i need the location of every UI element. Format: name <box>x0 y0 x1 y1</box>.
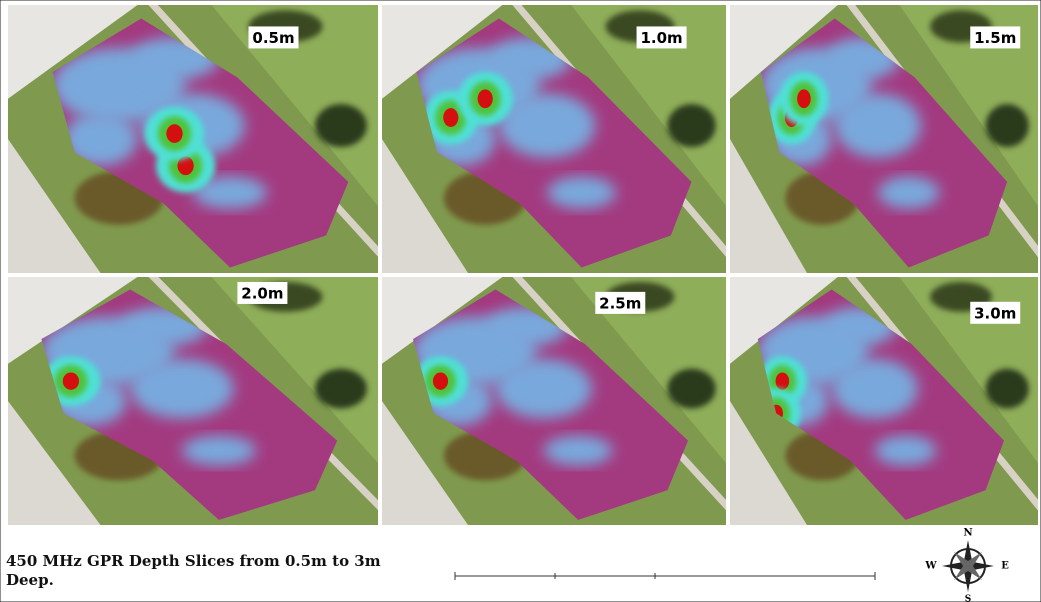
caption: 450 MHz GPR Depth Slices from 0.5m to 3m… <box>6 552 386 590</box>
low-amplitude <box>878 177 940 209</box>
tree <box>668 104 716 147</box>
depth-slice-panel: 2.0m <box>8 272 385 525</box>
panel-content <box>8 272 385 525</box>
low-amplitude <box>547 177 616 209</box>
peak-amplitude <box>443 108 458 127</box>
tree <box>986 369 1029 409</box>
tree <box>315 369 367 409</box>
low-amplitude <box>130 359 234 419</box>
panel-content <box>8 0 385 273</box>
depth-label: 1.5m <box>974 29 1016 47</box>
depth-slice-panel: 0.5m <box>8 0 385 273</box>
depth-slice-panel: 2.5m <box>382 272 733 525</box>
depth-label: 2.0m <box>241 284 283 302</box>
low-amplitude <box>499 93 595 157</box>
peak-amplitude <box>797 89 811 108</box>
depth-label: 0.5m <box>252 29 294 47</box>
tree <box>315 104 367 147</box>
figure-graphics: N W E S 0.5m 1.0m 1.5m 2.0m 2.5m 3.0m <box>0 0 1041 602</box>
depth-label: 2.5m <box>599 294 641 312</box>
low-amplitude <box>875 436 937 466</box>
low-amplitude <box>835 93 921 157</box>
peak-amplitude <box>478 89 493 108</box>
depth-slice-panel: 1.5m <box>730 0 1041 273</box>
depth-label: 3.0m <box>974 304 1016 322</box>
figure: N W E S 0.5m 1.0m 1.5m 2.0m 2.5m 3.0m 450 MHz… <box>0 0 1041 602</box>
low-amplitude <box>496 359 592 419</box>
peak-amplitude <box>166 124 182 143</box>
compass-e: E <box>1001 561 1009 572</box>
low-amplitude <box>544 436 613 466</box>
low-amplitude <box>182 436 256 466</box>
peak-amplitude <box>433 372 448 389</box>
compass-n: N <box>963 528 972 539</box>
peak-amplitude <box>63 372 79 389</box>
depth-slice-panel: 1.0m <box>382 0 733 273</box>
tree <box>668 369 716 409</box>
peak-amplitude <box>776 372 790 389</box>
low-amplitude <box>832 359 918 419</box>
depth-label: 1.0m <box>640 29 682 47</box>
tree <box>986 104 1029 147</box>
compass-s: S <box>965 595 972 602</box>
compass-w: W <box>924 561 937 572</box>
panel-content <box>382 272 733 525</box>
depth-slice-panel: 3.0m <box>730 272 1041 525</box>
